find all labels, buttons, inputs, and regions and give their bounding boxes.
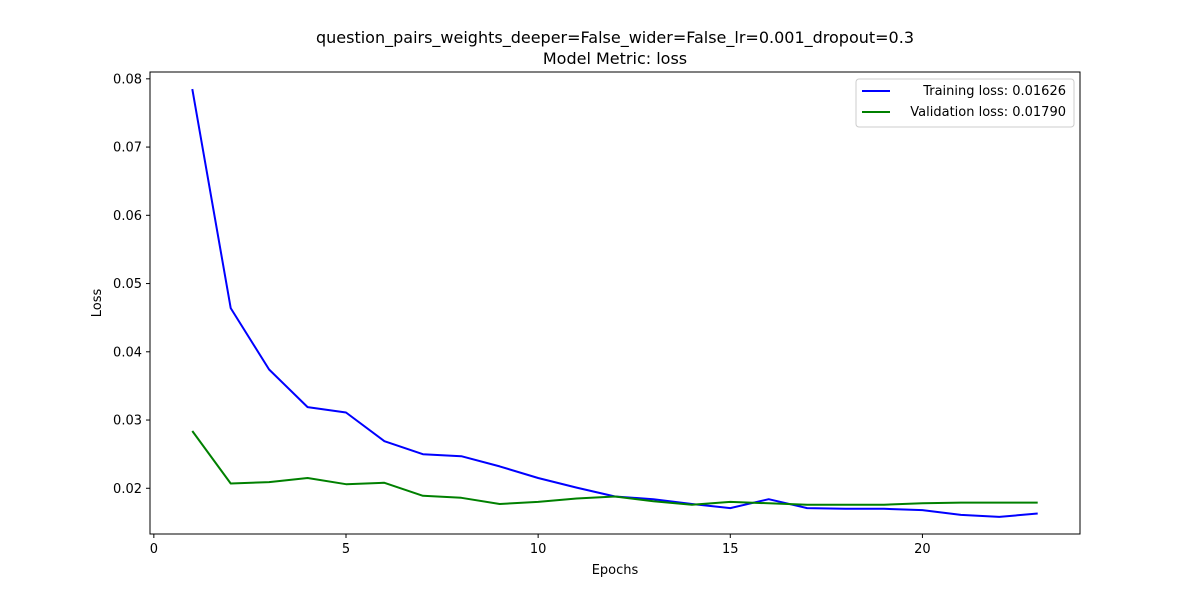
y-axis-ticks: 0.02 0.03 0.04 0.05 0.06 0.07 0.08 [113, 72, 150, 497]
series-layer [191, 88, 1038, 518]
y-tick-label: 0.02 [113, 482, 142, 497]
y-tick-label: 0.07 [113, 141, 142, 156]
x-tick-label: 20 [914, 542, 931, 557]
x-axis-label: Epochs [592, 563, 639, 578]
legend: Training loss: 0.01626 Validation loss: … [855, 78, 1075, 128]
y-tick-label: 0.03 [113, 414, 142, 429]
y-tick-label: 0.06 [113, 209, 142, 224]
y-tick-label: 0.08 [113, 72, 142, 87]
series-line-1 [191, 430, 1038, 506]
legend-label-validation: Validation loss: 0.01790 [910, 105, 1066, 120]
x-tick-label: 15 [722, 542, 739, 557]
y-axis-label: Loss [90, 289, 105, 318]
chart-title: question_pairs_weights_deeper=False_wide… [316, 28, 914, 48]
chart-subtitle: Model Metric: loss [543, 49, 687, 68]
x-axis-ticks: 0 5 10 15 20 [150, 534, 931, 557]
x-tick-label: 5 [342, 542, 350, 557]
legend-label-training: Training loss: 0.01626 [922, 84, 1066, 99]
y-tick-label: 0.05 [113, 277, 142, 292]
y-tick-label: 0.04 [113, 345, 142, 360]
x-tick-label: 0 [150, 542, 158, 557]
plot-frame [149, 71, 1081, 535]
legend-box [855, 78, 1075, 128]
x-tick-label: 10 [530, 542, 547, 557]
